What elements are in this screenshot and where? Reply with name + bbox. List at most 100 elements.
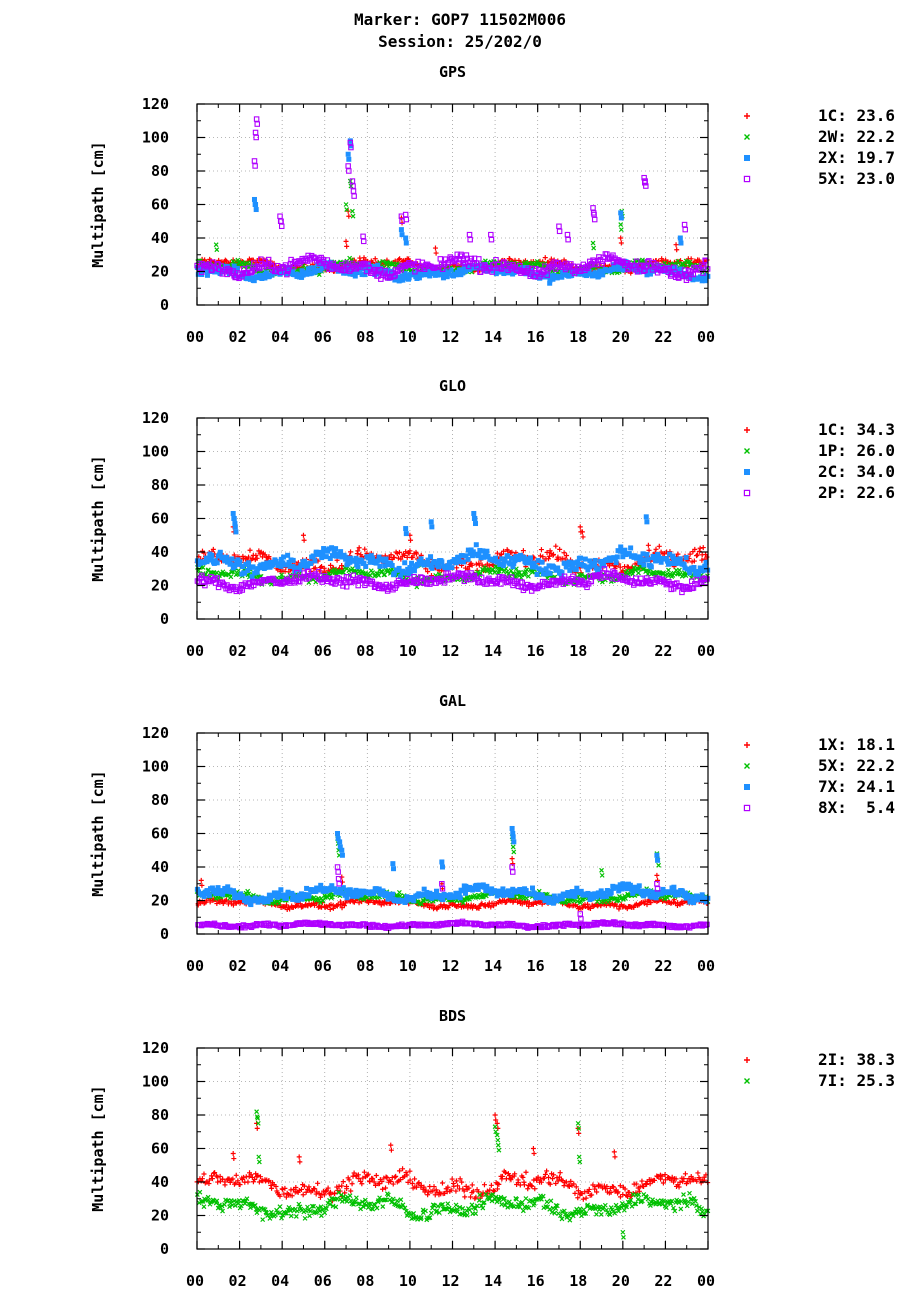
data-point [646,888,652,894]
data-point [391,570,397,576]
data-point [230,902,236,908]
data-point [250,275,256,281]
data-point [569,889,575,895]
y-tick-label: 20 [151,263,169,281]
data-point [253,207,259,213]
data-point [290,269,296,275]
data-point [488,236,495,243]
data-point [299,896,305,902]
data-point [421,886,427,892]
data-point [225,884,231,890]
data-point [586,269,592,275]
data-point [273,558,279,564]
data-point [622,547,628,553]
data-point [296,579,303,585]
data-point [698,274,704,280]
data-point [347,887,353,893]
data-point [542,255,548,261]
data-point [559,274,565,280]
data-point [230,888,236,894]
x-tick-label: 02 [229,642,247,660]
data-point [639,268,645,274]
data-point [641,174,647,181]
x-tick-label: 04 [271,642,289,660]
data-point [587,564,593,570]
data-point [565,890,571,896]
data-point [263,270,269,276]
data-point [533,262,539,268]
data-point [700,567,706,573]
data-point [678,240,684,246]
data-point [677,567,682,573]
data-point [574,899,580,904]
x-tick-label: 16 [527,642,545,660]
data-point [249,574,255,580]
data-point [367,559,373,565]
data-point [575,271,581,277]
data-point [240,564,246,570]
data-point [300,532,306,538]
data-point [642,267,648,274]
data-point [592,270,598,276]
data-point [238,891,244,897]
data-point [232,524,238,530]
data-point [287,906,293,912]
data-point [618,240,624,246]
data-point [344,207,350,212]
data-point [346,213,352,219]
data-point [407,548,413,554]
data-point [597,268,603,274]
y-tick-label: 40 [151,543,169,561]
data-point [375,262,381,268]
data-point [206,892,212,898]
data-point [428,579,434,586]
data-point [668,561,674,567]
data-point [690,271,697,278]
data-point [279,265,285,271]
data-point [654,872,660,878]
data-point [214,901,220,907]
y-tick-label: 80 [151,162,169,180]
data-point [460,888,466,894]
data-point [662,896,668,902]
data-point [384,275,391,281]
data-point [508,555,514,561]
data-point [351,558,357,564]
data-point [619,576,625,582]
data-point [217,552,223,558]
data-point [380,888,386,894]
data-point [397,256,403,262]
data-point [535,557,541,563]
data-point [343,556,349,562]
data-point [545,271,551,277]
data-point [592,562,598,568]
data-point [463,268,469,274]
data-point [437,256,444,262]
data-point [347,891,353,897]
data-point [345,574,352,580]
data-point [480,568,486,573]
data-point [343,238,349,244]
data-point [691,558,697,564]
data-point [644,551,650,557]
data-point [427,890,433,896]
data-point [264,560,270,566]
data-point [529,564,535,570]
data-point [311,265,317,271]
data-point [476,551,482,557]
data-point [465,556,471,562]
legend-entry: 1C: 23.6 [818,106,895,125]
data-point [485,266,492,272]
y-tick-label: 100 [142,129,169,147]
data-point [403,526,409,532]
data-point [547,570,553,576]
data-point [573,566,579,572]
data-point [511,561,517,567]
data-point [218,263,224,269]
data-point [404,554,410,560]
data-point [456,891,462,897]
data-point [695,573,701,579]
data-point [449,565,455,571]
x-tick-label: 14 [484,642,502,660]
